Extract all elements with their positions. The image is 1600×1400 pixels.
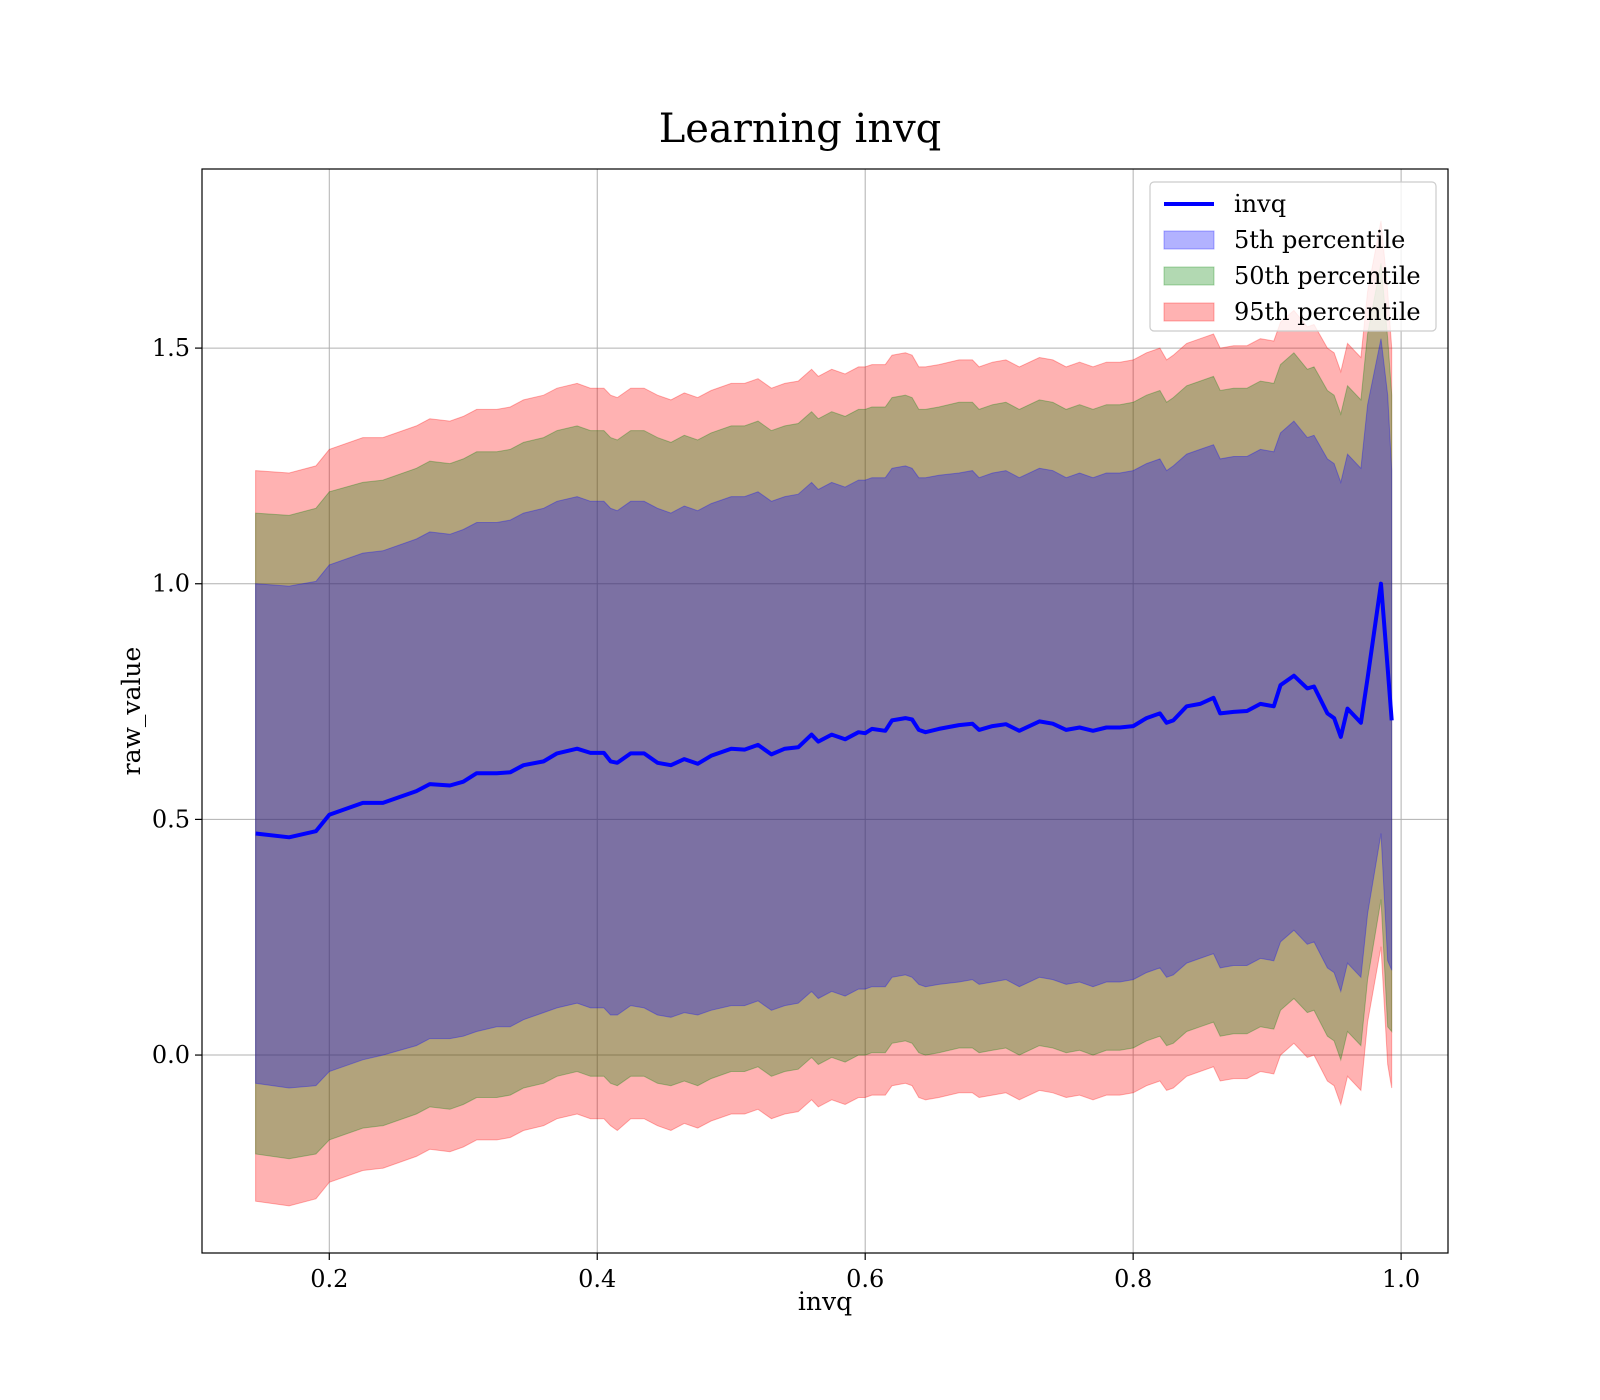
band-5th-percentile <box>255 338 1393 1089</box>
legend-patch-swatch <box>1163 302 1215 322</box>
x-tick-label: 0.2 <box>310 1265 348 1293</box>
percentile-bands <box>255 220 1393 1207</box>
x-tick-label: 0.8 <box>1114 1265 1152 1293</box>
x-ticks: 0.2 0.4 0.6 0.8 1.0 <box>310 1253 1420 1293</box>
legend-label: 50th percentile <box>1234 262 1421 290</box>
legend-patch-swatch <box>1163 230 1215 250</box>
legend-label: invq <box>1234 190 1286 218</box>
chart-title: Learning invq <box>659 106 942 152</box>
series-line-invq <box>255 581 1394 840</box>
y-axis-label: raw_value <box>117 647 146 776</box>
x-tick-label: 1.0 <box>1382 1265 1420 1293</box>
legend: invq 5th percentile 50th percentile 95th pe… <box>1149 181 1437 332</box>
y-ticks: 0.0 0.5 1.0 1.5 <box>152 334 202 1069</box>
x-tick-label: 0.6 <box>846 1265 884 1293</box>
y-tick-label: 0.5 <box>152 805 190 833</box>
legend-patch-swatch <box>1163 266 1215 286</box>
y-tick-label: 1.0 <box>152 570 190 598</box>
x-axis-label: invq <box>798 1287 852 1316</box>
legend-label: 95th percentile <box>1234 298 1421 326</box>
y-tick-label: 1.5 <box>152 334 190 362</box>
band-95th-percentile <box>255 220 1393 1207</box>
legend-box <box>1149 181 1437 332</box>
y-tick-label: 0.0 <box>152 1041 190 1069</box>
x-tick-label: 0.4 <box>578 1265 616 1293</box>
legend-label: 5th percentile <box>1234 226 1405 254</box>
plot-frame <box>201 168 1449 1254</box>
series-lines <box>255 581 1394 840</box>
band-50th-percentile <box>255 263 1393 1160</box>
grid <box>202 169 1448 1253</box>
